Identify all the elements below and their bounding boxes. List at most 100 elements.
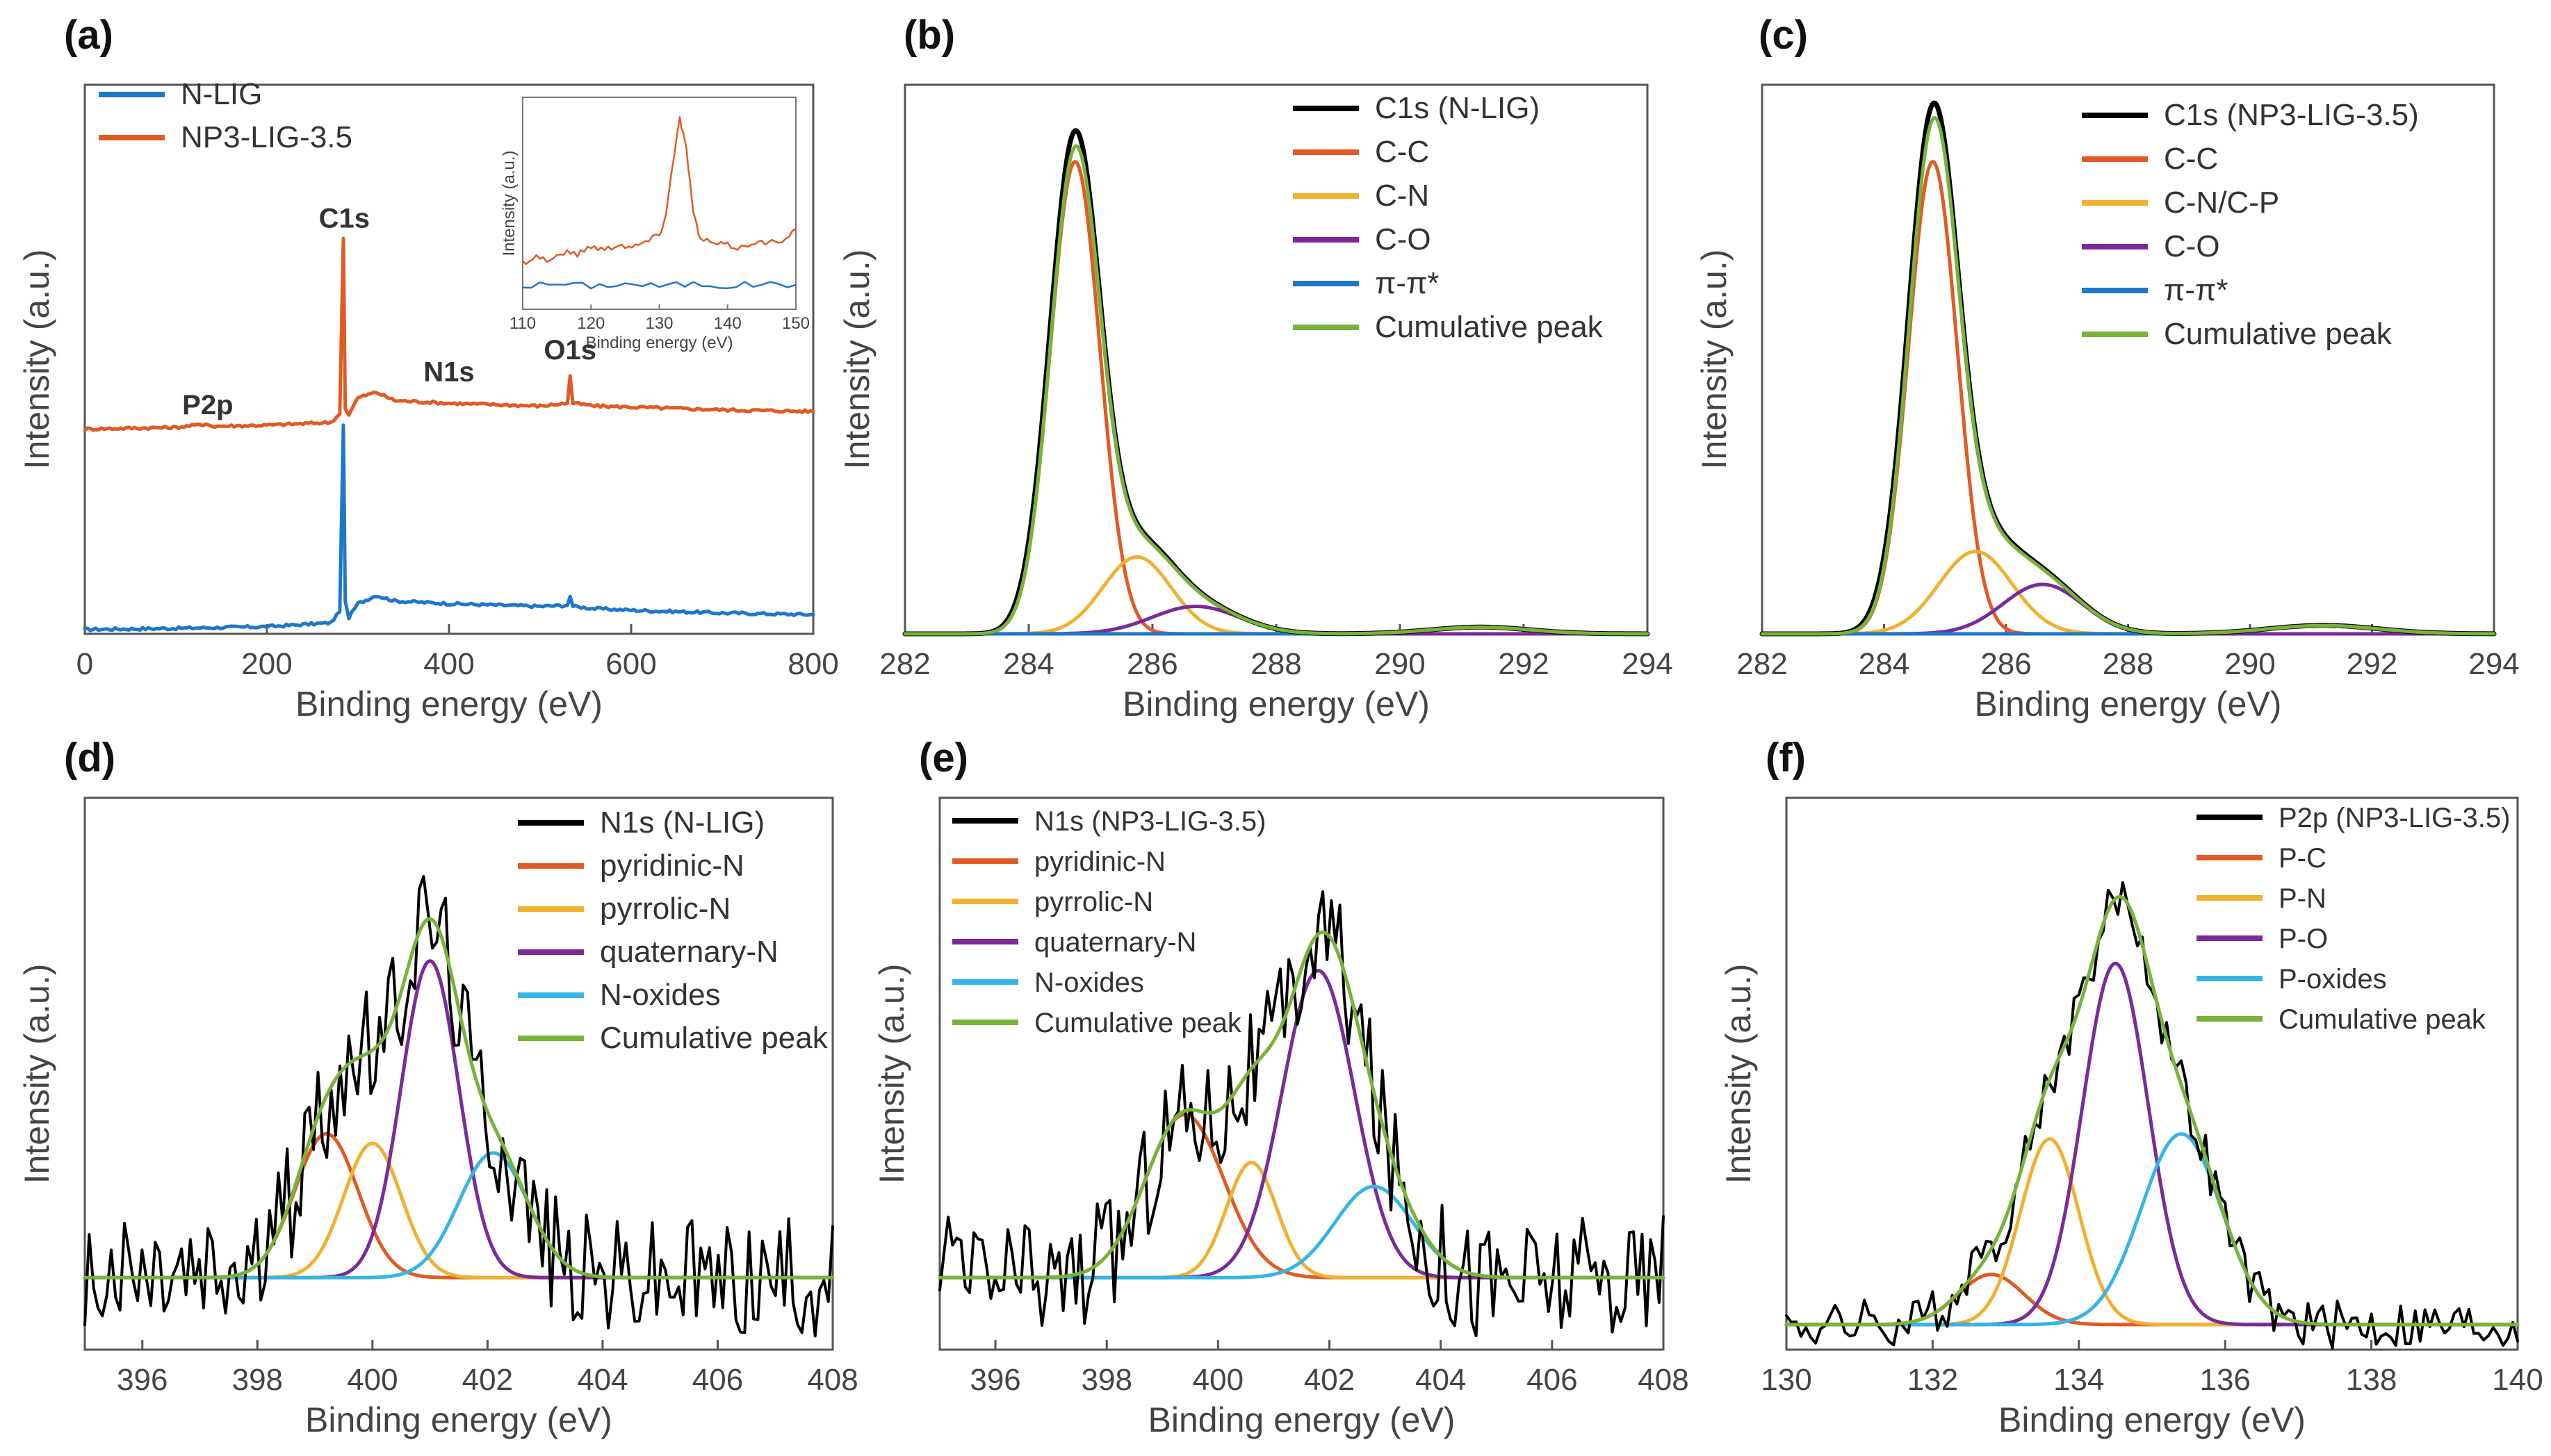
x-tick-label: 400 <box>1193 1363 1244 1397</box>
legend-entry: pyrrolic-N <box>600 892 731 926</box>
x-tick-label: 134 <box>2053 1363 2104 1397</box>
x-axis-title: Binding energy (eV) <box>295 685 603 723</box>
panel-label: (b) <box>904 13 955 58</box>
x-tick-label: 402 <box>1304 1363 1355 1397</box>
x-tick-label: 284 <box>1859 647 1909 681</box>
x-tick-label: 400 <box>347 1363 398 1397</box>
plot-frame-e <box>938 796 1665 1351</box>
peak-annotation: N1s <box>423 357 474 388</box>
x-axis-title: Binding energy (eV) <box>305 1400 612 1439</box>
raw-spectrum <box>938 890 1665 1338</box>
x-tick-label: 292 <box>2347 647 2397 681</box>
fit-component-C-C <box>903 160 1649 636</box>
inset-tick-label: 140 <box>714 314 742 333</box>
peak-annotation: P2p <box>182 390 233 420</box>
legend-entry: π-π* <box>2164 273 2228 307</box>
panel-d: 396 398 400 402 404 406 408 Binding energy (eV)… <box>17 735 858 1439</box>
legend-entry: Cumulative peak <box>600 1021 829 1055</box>
x-tick-label: 136 <box>2199 1363 2250 1397</box>
panel-label: (f) <box>1766 735 1806 780</box>
x-tick-label: 408 <box>807 1363 858 1397</box>
x-tick-label: 282 <box>1736 647 1787 681</box>
legend-entry: pyridinic-N <box>600 849 744 883</box>
legend-entry: C-O <box>2164 229 2220 263</box>
legend-entry: C-O <box>1375 222 1431 256</box>
legend-entry: C-N <box>1375 179 1429 213</box>
cumulative-fit <box>1784 894 2520 1327</box>
x-tick-label: 406 <box>1526 1363 1577 1397</box>
panel-label: (a) <box>64 13 113 58</box>
legend-entry: pyrrolic-N <box>1034 887 1153 917</box>
panel-label: (d) <box>64 735 115 780</box>
y-axis-title: Intensity (a.u.) <box>872 964 911 1184</box>
inset-x-title: Binding energy (eV) <box>585 334 733 352</box>
inset-tick-label: 150 <box>782 314 810 333</box>
panel-b: 282 284 286 288 290 292 294 Binding energy (eV)… <box>838 13 1673 723</box>
plot-frame-b <box>904 83 1649 635</box>
raw-spectrum <box>1785 881 2519 1350</box>
y-axis-title: Intensity (a.u.) <box>17 250 56 470</box>
y-axis-title: Intensity (a.u.) <box>1695 250 1734 470</box>
x-axis-title: Binding energy (eV) <box>1998 1400 2306 1439</box>
raw-spectrum <box>1759 100 2497 637</box>
x-tick-label: 404 <box>577 1363 628 1397</box>
legend-entry: N-oxides <box>1034 967 1144 998</box>
panel-a: 0 200 400 600 800 Binding energy (eV) Intensit… <box>17 13 839 723</box>
legend-entry: P-N <box>2279 883 2326 914</box>
legend-entry: NP3-LIG-3.5 <box>181 120 352 154</box>
panel-label: (c) <box>1759 13 1808 58</box>
inset-tick-label: 110 <box>510 314 536 333</box>
legend-entry: P-oxides <box>2279 964 2387 995</box>
legend-entry: quaternary-N <box>1034 927 1196 958</box>
legend-entry: C-N/C-P <box>2164 186 2279 220</box>
x-tick-label: 294 <box>2468 647 2519 681</box>
legend-entry: π-π* <box>1375 266 1440 300</box>
x-tick-label: 396 <box>970 1363 1020 1397</box>
fit-component-C-C <box>1760 160 2496 636</box>
legend-entry: C1s (N-LIG) <box>1375 91 1540 125</box>
legend-entry: N-LIG <box>181 77 262 111</box>
x-tick-label: 398 <box>232 1363 283 1397</box>
y-axis-title: Intensity (a.u.) <box>1719 964 1758 1184</box>
fit-component-P-C <box>1784 1273 2520 1327</box>
legend-entry: pyridinic-N <box>1034 846 1166 877</box>
x-tick-label: 402 <box>462 1363 513 1397</box>
legend-entry: N1s (N-LIG) <box>600 805 765 840</box>
fit-component-N-oxides <box>83 1151 835 1279</box>
inset-tick-label: 130 <box>645 314 673 333</box>
x-tick-label: 284 <box>1003 647 1054 681</box>
legend-entry: N1s (NP3-LIG-3.5) <box>1034 806 1266 837</box>
fit-component-C-N/C-P <box>1760 550 2496 636</box>
x-tick-label: 138 <box>2346 1363 2397 1397</box>
legend-entry: C1s (NP3-LIG-3.5) <box>2164 98 2419 132</box>
legend-entry: quaternary-N <box>600 935 779 969</box>
legend-entry: P2p (NP3-LIG-3.5) <box>2279 803 2510 833</box>
x-tick-label: 600 <box>605 647 656 681</box>
cumulative-fit <box>938 930 1665 1279</box>
cumulative-fit <box>83 917 835 1279</box>
x-tick-label: 292 <box>1498 647 1549 681</box>
cumulative-fit <box>903 144 1649 636</box>
fit-component-P-N <box>1784 1137 2520 1327</box>
x-tick-label: 288 <box>2103 647 2153 681</box>
x-tick-label: 288 <box>1250 647 1301 681</box>
y-axis-title: Intensity (a.u.) <box>17 964 56 1184</box>
panel-label: (e) <box>919 735 968 780</box>
x-axis-title: Binding energy (eV) <box>1123 685 1430 723</box>
x-tick-label: 400 <box>423 647 474 681</box>
legend-entry: P-C <box>2279 843 2326 874</box>
raw-spectrum <box>83 875 834 1338</box>
x-axis-title: Binding energy (eV) <box>1975 685 2282 723</box>
plot-frame-d <box>83 796 834 1351</box>
legend-entry: Cumulative peak <box>2164 317 2393 351</box>
x-axis-title: Binding energy (eV) <box>1148 1400 1456 1439</box>
x-tick-label: 404 <box>1415 1363 1466 1397</box>
x-tick-label: 140 <box>2492 1363 2543 1397</box>
inset-frame <box>522 97 797 310</box>
x-tick-label: 396 <box>117 1363 168 1397</box>
x-tick-label: 200 <box>241 647 292 681</box>
x-tick-label: 286 <box>1127 647 1177 681</box>
x-tick-label: 294 <box>1622 647 1672 681</box>
legend-entry: C-C <box>1375 135 1429 169</box>
